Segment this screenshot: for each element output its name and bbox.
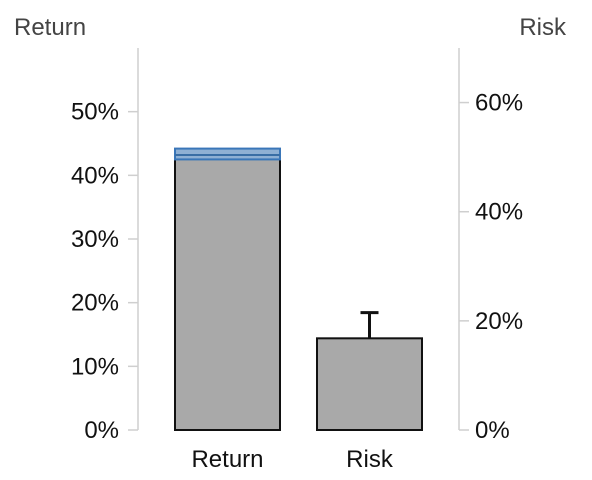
left-tick-label: 20% [71,290,119,317]
left-tick-label: 0% [84,417,119,444]
category-labels: Return Risk [191,446,393,473]
left-axis-ticks: 0% 10% 20% 30% 40% 50% [71,99,138,444]
left-tick-label: 50% [71,99,119,126]
right-tick-label: 40% [475,199,523,226]
right-axis-ticks: 0% 20% 40% 60% [459,90,523,444]
right-axis-title: Risk [519,14,567,41]
bar-risk [316,337,423,432]
bar-return [174,155,281,431]
left-tick-label: 30% [71,226,119,253]
right-tick-label: 0% [475,417,510,444]
right-tick-label: 20% [475,308,523,335]
right-tick-label: 60% [475,90,523,117]
left-axis-title: Return [14,14,86,41]
category-label-risk: Risk [346,446,394,473]
category-label-return: Return [191,446,263,473]
bars [174,147,423,432]
left-tick-label: 40% [71,162,119,189]
left-tick-label: 10% [71,353,119,380]
